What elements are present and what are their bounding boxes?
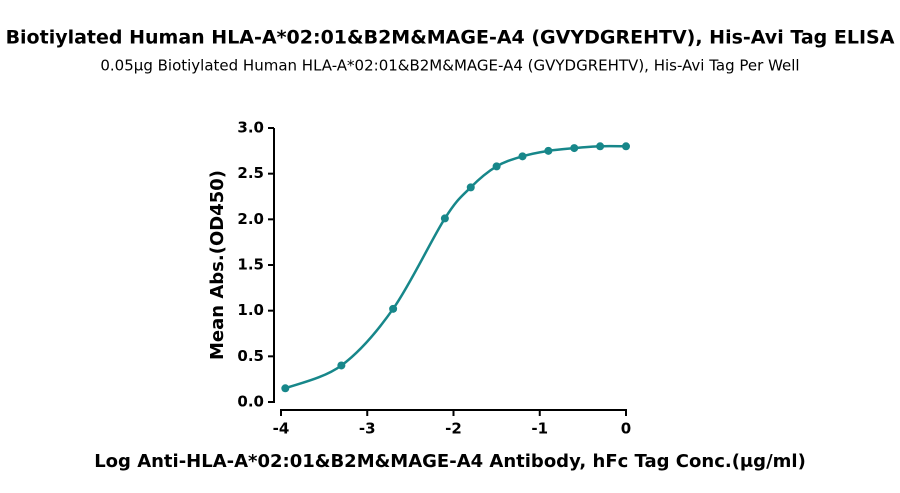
y-tick-label: 1.0 [237,301,264,319]
x-tick-label: -4 [273,420,290,438]
y-tick-label: 1.5 [237,256,264,274]
data-point [518,152,527,161]
data-point [466,183,475,192]
y-axis-label: Mean Abs.(OD450) [207,170,228,360]
x-tick-label: -3 [359,420,376,438]
data-point [596,142,605,151]
x-tick-label: 0 [621,420,631,438]
data-point [622,142,630,151]
data-point [440,214,449,223]
y-tick-label: 2.5 [237,164,264,182]
data-point [281,384,290,393]
x-axis-label: Log Anti-HLA-A*02:01&B2M&MAGE-A4 Antibod… [94,451,806,472]
data-point [389,304,398,313]
x-tick-label: -1 [531,420,548,438]
chart-subtitle: 0.05μg Biotiylated Human HLA-A*02:01&B2M… [100,57,799,75]
data-point [492,162,501,171]
x-tick-label: -2 [445,420,462,438]
data-point [337,361,346,370]
y-tick-label: 2.0 [237,210,264,228]
y-tick-label: 3.0 [237,119,264,137]
chart-title: Biotiylated Human HLA-A*02:01&B2M&MAGE-A… [6,27,895,49]
data-point [570,144,579,153]
y-tick-label: 0.5 [237,347,264,365]
data-point [544,146,553,155]
fit-curve [284,144,627,390]
y-tick-label: 0.0 [237,393,264,411]
